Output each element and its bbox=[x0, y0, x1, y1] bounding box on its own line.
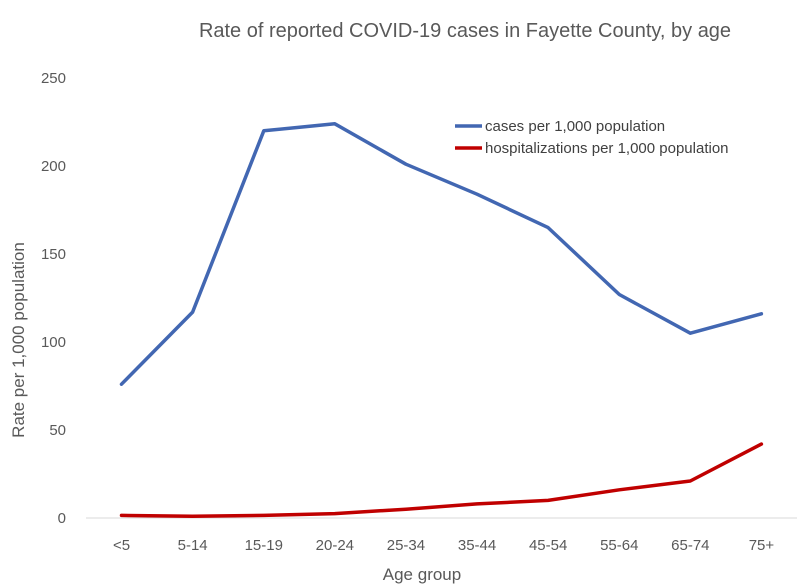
y-tick-label: 150 bbox=[41, 246, 66, 263]
x-tick-label: 5-14 bbox=[178, 537, 208, 554]
y-axis-title: Rate per 1,000 population bbox=[9, 242, 28, 438]
legend-label: hospitalizations per 1,000 population bbox=[485, 140, 729, 157]
x-axis-title: Age group bbox=[383, 565, 461, 584]
chart-title: Rate of reported COVID-19 cases in Fayet… bbox=[199, 20, 731, 42]
x-tick-label: 20-24 bbox=[316, 537, 354, 554]
plot-series bbox=[119, 122, 764, 518]
y-tick-label: 0 bbox=[58, 510, 66, 527]
y-tick-label: 100 bbox=[41, 334, 66, 351]
x-tick-label: 45-54 bbox=[529, 537, 567, 554]
x-tick-label: 55-64 bbox=[600, 537, 638, 554]
x-tick-labels: <5 5-14 15-19 20-24 25-34 35-44 45-54 55-64 65-7… bbox=[113, 537, 774, 554]
x-tick-label: 75+ bbox=[749, 537, 775, 554]
x-tick-label: 65-74 bbox=[671, 537, 709, 554]
hospitalizations-series-line bbox=[119, 442, 764, 518]
x-tick-label: 15-19 bbox=[245, 537, 283, 554]
x-tick-label: 25-34 bbox=[387, 537, 425, 554]
legend-label: cases per 1,000 population bbox=[485, 118, 665, 135]
y-tick-label: 50 bbox=[49, 422, 66, 439]
y-tick-label: 250 bbox=[41, 70, 66, 87]
x-tick-label: <5 bbox=[113, 537, 130, 554]
cases-series-line bbox=[119, 122, 764, 386]
legend: cases per 1,000 population hospitalizatio… bbox=[455, 118, 729, 157]
y-tick-label: 200 bbox=[41, 158, 66, 175]
y-tick-labels: 0 50 100 150 200 250 bbox=[41, 70, 66, 527]
x-tick-label: 35-44 bbox=[458, 537, 496, 554]
